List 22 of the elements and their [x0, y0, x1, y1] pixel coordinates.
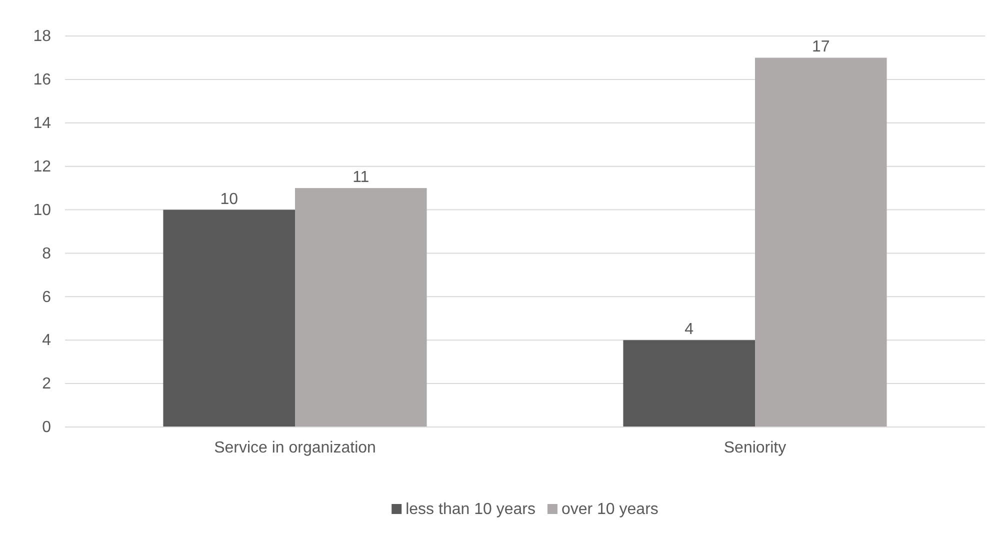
y-tick-label: 0: [42, 419, 52, 436]
bar: [755, 58, 887, 427]
y-tick-label: 10: [33, 202, 52, 219]
x-tick-label: Seniority: [724, 439, 786, 456]
bar: [163, 210, 295, 427]
y-tick-label: 16: [33, 72, 52, 89]
data-label: 17: [812, 38, 830, 56]
data-label: 10: [220, 190, 238, 208]
y-tick-label: 2: [42, 376, 52, 393]
x-tick-label: Service in organization: [214, 439, 376, 456]
y-tick-label: 18: [33, 28, 52, 46]
y-tick-label: 14: [33, 115, 52, 132]
bar: [623, 340, 755, 427]
y-tick-label: 8: [42, 245, 52, 262]
y-tick-label: 6: [42, 288, 52, 306]
bar: [295, 188, 427, 427]
data-label: 11: [352, 169, 370, 186]
y-tick-label: 12: [33, 158, 52, 176]
data-label: 4: [684, 321, 694, 338]
y-tick-label: 4: [42, 332, 52, 350]
legend-label: less than 10 years: [406, 501, 536, 518]
legend-label: over 10 years: [561, 501, 658, 518]
